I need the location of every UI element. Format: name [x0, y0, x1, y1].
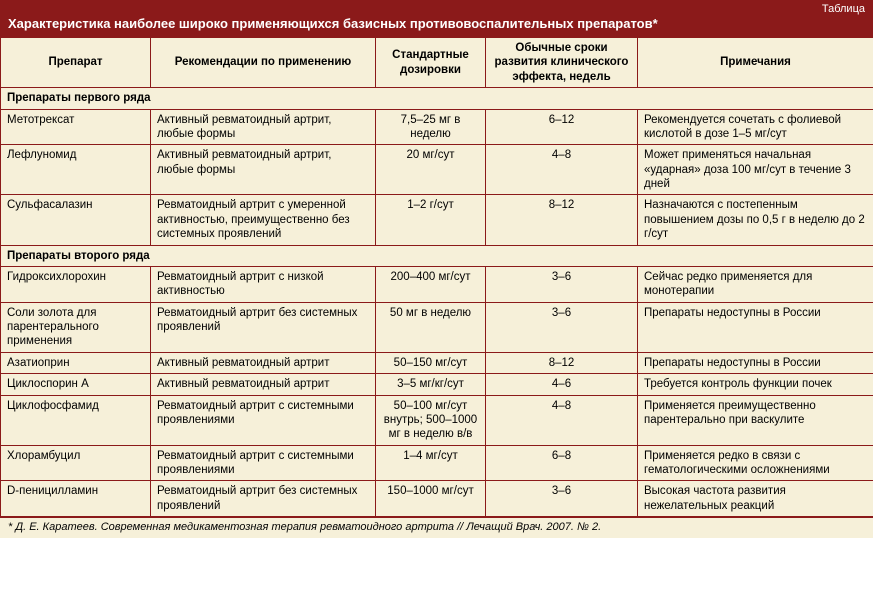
cell-dose: 50–150 мг/сут — [376, 352, 486, 373]
section-title: Препараты первого ряда — [1, 88, 873, 109]
data-table: Препарат Рекомендации по применению Стан… — [0, 37, 873, 517]
cell-notes: Сейчас редко применяется для монотерапии — [638, 266, 873, 302]
table-row: ЛефлуномидАктивный ревматоидный артрит, … — [1, 145, 873, 195]
cell-recommend: Ревматоидный артрит без системных проявл… — [151, 481, 376, 517]
col-header: Препарат — [1, 38, 151, 88]
section-title: Препараты второго ряда — [1, 245, 873, 266]
table-row: АзатиопринАктивный ревматоидный артрит50… — [1, 352, 873, 373]
cell-recommend: Ревматоидный артрит с умеренной активнос… — [151, 195, 376, 245]
cell-weeks: 4–6 — [486, 374, 638, 395]
cell-recommend: Ревматоидный артрит с системными проявле… — [151, 395, 376, 445]
table-row: ГидроксихлорохинРевматоидный артрит с ни… — [1, 266, 873, 302]
cell-notes: Рекомендуется сочетать с фолиевой кислот… — [638, 109, 873, 145]
cell-dose: 1–2 г/сут — [376, 195, 486, 245]
cell-dose: 7,5–25 мг в неделю — [376, 109, 486, 145]
cell-dose: 50–100 мг/сут внутрь; 500–1000 мг в неде… — [376, 395, 486, 445]
cell-dose: 20 мг/сут — [376, 145, 486, 195]
table-row: ЦиклофосфамидРевматоидный артрит с систе… — [1, 395, 873, 445]
col-header: Стандартные дозировки — [376, 38, 486, 88]
cell-recommend: Активный ревматоидный артрит — [151, 352, 376, 373]
cell-recommend: Ревматоидный артрит с системными проявле… — [151, 445, 376, 481]
cell-notes: Применяется преимущественно парентеральн… — [638, 395, 873, 445]
cell-dose: 200–400 мг/сут — [376, 266, 486, 302]
cell-notes: Применяется редко в связи с гематологиче… — [638, 445, 873, 481]
col-header: Обычные сроки развития клинического эффе… — [486, 38, 638, 88]
cell-notes: Высокая частота развития нежелательных р… — [638, 481, 873, 517]
cell-weeks: 3–6 — [486, 481, 638, 517]
column-header-row: Препарат Рекомендации по применению Стан… — [1, 38, 873, 88]
cell-weeks: 8–12 — [486, 352, 638, 373]
col-header: Примечания — [638, 38, 873, 88]
cell-drug: Соли золота для парентерального применен… — [1, 302, 151, 352]
section-row: Препараты первого ряда — [1, 88, 873, 109]
cell-drug: D-пеницилламин — [1, 481, 151, 517]
cell-drug: Хлорамбуцил — [1, 445, 151, 481]
cell-drug: Лефлуномид — [1, 145, 151, 195]
cell-weeks: 6–8 — [486, 445, 638, 481]
cell-drug: Сульфасалазин — [1, 195, 151, 245]
cell-weeks: 6–12 — [486, 109, 638, 145]
cell-drug: Гидроксихлорохин — [1, 266, 151, 302]
cell-weeks: 4–8 — [486, 145, 638, 195]
cell-recommend: Активный ревматоидный артрит, любые форм… — [151, 145, 376, 195]
cell-notes: Препараты недоступны в России — [638, 302, 873, 352]
cell-dose: 150–1000 мг/сут — [376, 481, 486, 517]
cell-drug: Азатиоприн — [1, 352, 151, 373]
cell-notes: Требуется контроль функции почек — [638, 374, 873, 395]
cell-dose: 3–5 мг/кг/сут — [376, 374, 486, 395]
cell-drug: Циклоспорин А — [1, 374, 151, 395]
cell-notes: Может применяться начальная «ударная» до… — [638, 145, 873, 195]
col-header: Рекомендации по применению — [151, 38, 376, 88]
cell-weeks: 3–6 — [486, 302, 638, 352]
table-row: Циклоспорин ААктивный ревматоидный артри… — [1, 374, 873, 395]
table-container: Таблица Характеристика наиболее широко п… — [0, 0, 873, 538]
cell-dose: 1–4 мг/сут — [376, 445, 486, 481]
cell-recommend: Ревматоидный артрит с низкой активностью — [151, 266, 376, 302]
section-row: Препараты второго ряда — [1, 245, 873, 266]
cell-recommend: Активный ревматоидный артрит — [151, 374, 376, 395]
table-row: СульфасалазинРевматоидный артрит с умере… — [1, 195, 873, 245]
table-row: D-пеницилламинРевматоидный артрит без си… — [1, 481, 873, 517]
table-row: Соли золота для парентерального применен… — [1, 302, 873, 352]
cell-notes: Препараты недоступны в России — [638, 352, 873, 373]
cell-weeks: 3–6 — [486, 266, 638, 302]
cell-weeks: 4–8 — [486, 395, 638, 445]
table-title: Характеристика наиболее широко применяющ… — [8, 16, 865, 31]
cell-recommend: Активный ревматоидный артрит, любые форм… — [151, 109, 376, 145]
cell-notes: Назначаются с постепенным повышением доз… — [638, 195, 873, 245]
cell-recommend: Ревматоидный артрит без системных проявл… — [151, 302, 376, 352]
table-row: ХлорамбуцилРевматоидный артрит с системн… — [1, 445, 873, 481]
cell-dose: 50 мг в неделю — [376, 302, 486, 352]
table-label: Таблица — [8, 3, 865, 16]
cell-weeks: 8–12 — [486, 195, 638, 245]
cell-drug: Циклофосфамид — [1, 395, 151, 445]
cell-drug: Метотрексат — [1, 109, 151, 145]
table-header: Таблица Характеристика наиболее широко п… — [0, 0, 873, 37]
footnote: * Д. Е. Каратеев. Современная медикамент… — [0, 517, 873, 538]
table-row: МетотрексатАктивный ревматоидный артрит,… — [1, 109, 873, 145]
